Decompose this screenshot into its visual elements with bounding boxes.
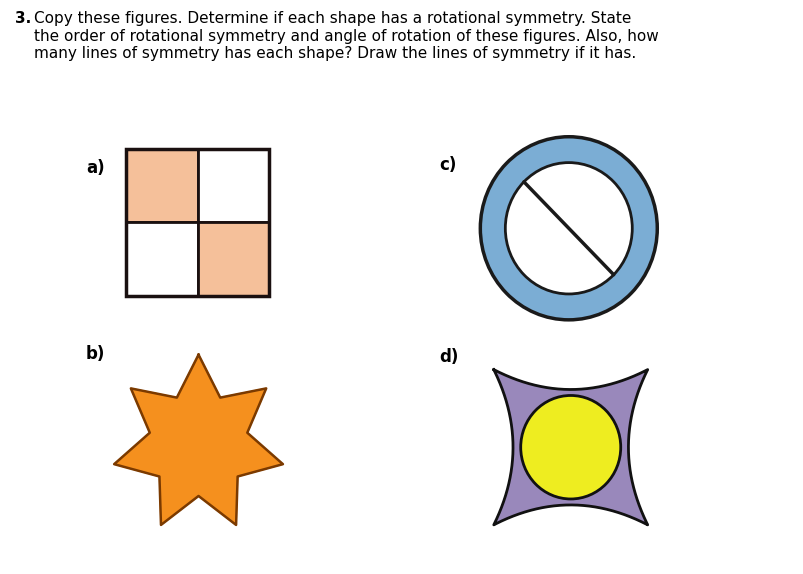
Bar — [126, 149, 268, 296]
Text: d): d) — [438, 348, 458, 366]
Circle shape — [479, 137, 657, 320]
Bar — [198, 222, 268, 296]
Bar — [126, 149, 198, 222]
Circle shape — [520, 395, 620, 499]
Bar — [126, 222, 198, 296]
Polygon shape — [114, 355, 283, 525]
Text: b): b) — [86, 345, 105, 363]
Bar — [198, 149, 268, 222]
Text: 3.: 3. — [14, 11, 31, 26]
Text: Copy these figures. Determine if each shape has a rotational symmetry. State
the: Copy these figures. Determine if each sh… — [34, 11, 658, 61]
Text: c): c) — [438, 156, 456, 174]
Polygon shape — [493, 370, 647, 525]
Circle shape — [505, 162, 631, 294]
Text: a): a) — [86, 158, 104, 177]
